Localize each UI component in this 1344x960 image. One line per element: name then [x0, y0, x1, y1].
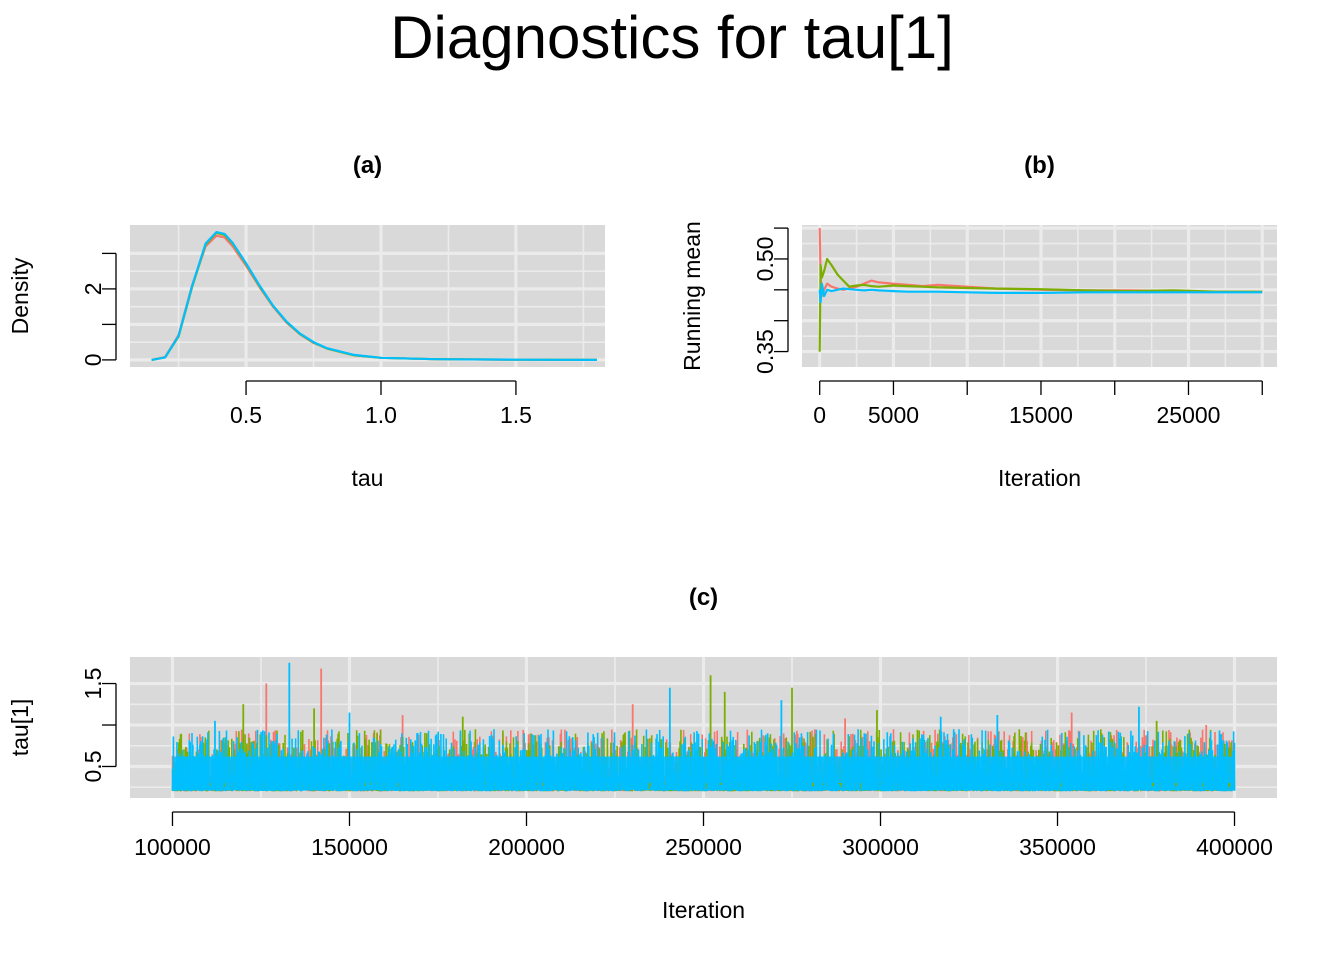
trace-core	[172, 756, 1235, 784]
x-tick-label: 350000	[1019, 834, 1096, 860]
x-tick-label: 1.0	[365, 402, 397, 428]
series-line-2	[818, 257, 1263, 352]
y-tick-label: 0.50	[752, 237, 778, 282]
y-tick-label: 0	[80, 354, 106, 367]
y-axis-label: tau[1]	[7, 699, 33, 757]
x-tick-label: 150000	[311, 834, 388, 860]
x-tick-label: 300000	[842, 834, 919, 860]
series-line-3	[818, 282, 1263, 304]
plot-background	[130, 225, 605, 367]
panel-title: (c)	[689, 584, 718, 611]
x-axis-label: tau	[352, 465, 384, 491]
x-tick-label: 400000	[1196, 834, 1273, 860]
x-axis-label: Iteration	[662, 897, 745, 923]
y-axis: 02	[80, 252, 117, 367]
x-tick-label: 0	[813, 402, 826, 428]
x-axis: 0 5000 15000 25000	[813, 380, 1263, 428]
series-group	[818, 228, 1263, 352]
x-tick-label: 100000	[134, 834, 211, 860]
y-axis: 0.35 0.50	[752, 227, 789, 374]
series-line-3	[151, 231, 597, 361]
x-axis: 100000 150000 200000 250000 300000 350000 4000…	[134, 811, 1273, 860]
y-axis-label: Running mean	[679, 221, 705, 371]
x-tick-label: 25000	[1157, 402, 1221, 428]
x-axis-label: Iteration	[998, 465, 1081, 491]
x-tick-label: 5000	[868, 402, 919, 428]
y-axis: 0.5 1.5	[80, 668, 117, 782]
y-tick-label: 2	[80, 283, 106, 296]
series-group	[151, 231, 597, 361]
series-group	[171, 662, 1236, 792]
x-tick-label: 15000	[1009, 402, 1073, 428]
x-tick-label: 0.5	[230, 402, 262, 428]
y-axis-label: Density	[7, 257, 33, 334]
x-axis: 0.5 1.0 1.5	[230, 380, 532, 428]
grid	[130, 225, 605, 367]
panel-b: 0 5000 15000 25000 0.35 0.50 (b) Iteration Runni…	[679, 152, 1277, 491]
figure-title: Diagnostics for tau[1]	[390, 4, 954, 71]
y-tick-label: 0.35	[752, 329, 778, 374]
panel-title: (b)	[1024, 152, 1055, 179]
panel-c: 100000 150000 200000 250000 300000 350000 4000…	[7, 584, 1277, 923]
x-tick-label: 1.5	[500, 402, 532, 428]
panel-title: (a)	[353, 152, 382, 179]
x-tick-label: 250000	[665, 834, 742, 860]
y-tick-label: 0.5	[80, 750, 106, 782]
x-tick-label: 200000	[488, 834, 565, 860]
y-tick-label: 1.5	[80, 668, 106, 700]
